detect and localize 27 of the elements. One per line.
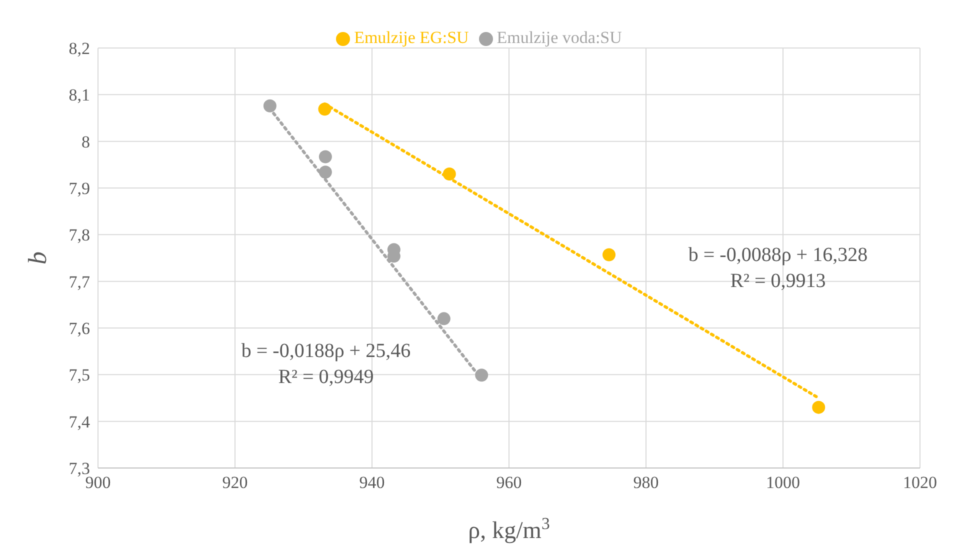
y-tick-label: 7,7	[68, 272, 90, 292]
x-tick-label: 980	[633, 473, 659, 492]
x-tick-label: 1020	[903, 473, 937, 492]
legend-label: Emulzije EG:SU	[354, 28, 469, 47]
y-tick-label: 8	[82, 132, 90, 152]
x-tick-label: 900	[85, 473, 111, 492]
point	[812, 400, 826, 414]
point	[263, 99, 276, 112]
y-tick-label: 8,1	[68, 86, 90, 105]
y-axis-title: b	[23, 252, 52, 264]
annotation: b = -0,0088ρ + 16,328 R² = 0,9913	[687, 243, 869, 294]
y-tick-label: 7,8	[68, 226, 90, 245]
x-axis-title: ρ, kg/m$^{3}$	[468, 514, 550, 544]
legend-label: Emulzije voda:SU	[496, 28, 622, 47]
annotation: b = -0,0188ρ + 25,46 R² = 0,9949	[240, 339, 412, 390]
y-tick-label: 7,5	[68, 366, 90, 385]
x-tick-label: 1000	[766, 473, 800, 492]
y-tick-label: 7,4	[68, 412, 90, 432]
y-tick-label: 8,2	[68, 39, 90, 58]
x-tick-label: 920	[222, 473, 248, 492]
y-tick-label: 7,6	[68, 319, 90, 338]
point	[318, 150, 332, 164]
point	[437, 312, 450, 326]
x-tick-label: 940	[359, 473, 385, 492]
x-tick-label: 960	[496, 473, 522, 492]
y-tick-label: 7,9	[68, 179, 90, 198]
point	[602, 248, 616, 262]
